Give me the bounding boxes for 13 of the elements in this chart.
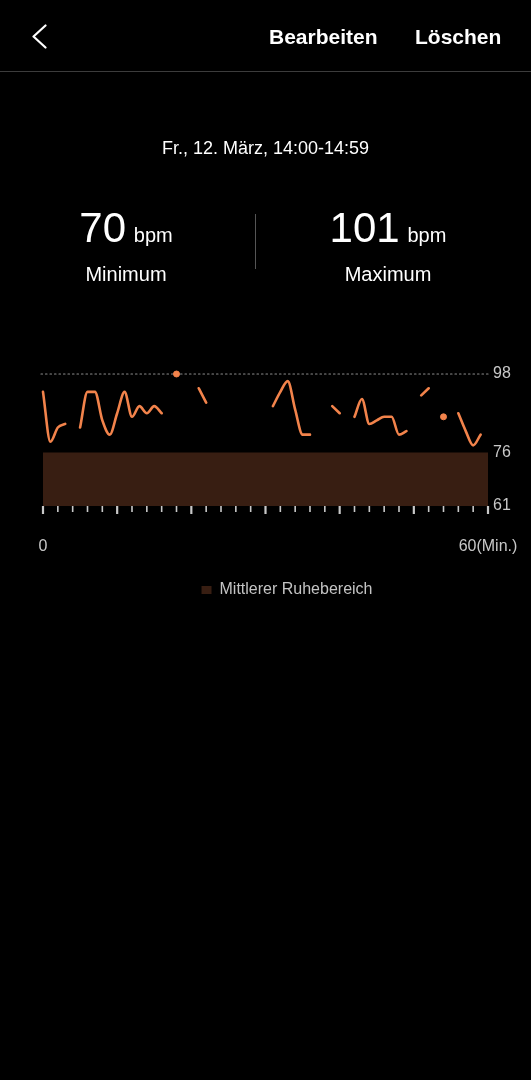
text: Bearbeiten	[269, 25, 378, 49]
text: 70 bpm	[79, 204, 173, 251]
legend-label: Mittlerer Ruhebereich	[219, 580, 373, 598]
y-tick-label: 61	[493, 496, 511, 514]
y-tick-label: 98	[493, 364, 511, 382]
x-tick-label: 0	[38, 537, 48, 555]
y-tick-label: 76	[493, 442, 511, 460]
text: 101 bpm	[329, 204, 447, 251]
x-tick-label: 60(Min.)	[458, 537, 518, 555]
text: Maximum	[344, 262, 432, 286]
chart-title: Fr., 12. März, 14:00-14:59	[160, 137, 371, 159]
text: Löschen	[415, 25, 502, 49]
text: Minimum	[85, 262, 167, 286]
